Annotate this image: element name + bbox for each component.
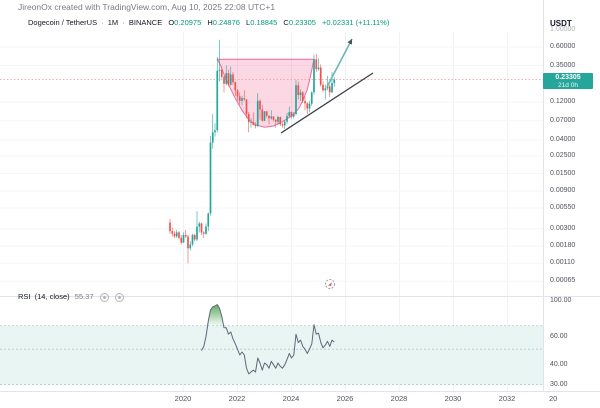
high-value: 0.24876: [212, 18, 240, 27]
eye-icon[interactable]: [99, 292, 109, 302]
bar-countdown: 21d 0h: [558, 82, 578, 89]
rsi-title[interactable]: RSI: [18, 292, 31, 301]
price-axis-label: 0.02500: [550, 152, 576, 159]
current-price-badge: 0.23305 21d 0h: [543, 73, 593, 89]
price-axis-label: 0.12000: [550, 98, 576, 105]
current-price-value: 0.23305: [555, 74, 581, 81]
price-axis-label: 0.35000: [550, 62, 576, 69]
rsi-axis-label: 60.00: [550, 333, 568, 340]
rsi-axis-label: 40.00: [550, 361, 568, 368]
year-label: 20: [549, 394, 558, 403]
close-label: C: [283, 18, 289, 27]
legend-separator: ·: [122, 18, 125, 27]
exchange-label[interactable]: BINANCE: [128, 18, 163, 27]
symbol-name[interactable]: Dogecoin / TetherUS: [28, 18, 98, 27]
year-label: 2020: [174, 394, 192, 403]
year-label: 2030: [444, 394, 462, 403]
price-axis-label: 0.07000: [550, 117, 576, 124]
rsi-legend: RSI (14, close) 55.37: [18, 292, 124, 302]
year-label: 2026: [336, 394, 354, 403]
price-axis-label: 1.00000: [550, 26, 576, 33]
change-value: +0.02331 (+11.11%): [322, 18, 390, 27]
price-axis-label: 0.60000: [550, 43, 576, 50]
rsi-params: (14, close): [34, 292, 70, 301]
price-axis-label: 0.00550: [550, 204, 576, 211]
year-label: 2028: [390, 394, 408, 403]
price-axis-label: 0.00065: [550, 277, 576, 284]
rsi-axis-label: 30.00: [550, 381, 568, 388]
legend-separator: ·: [101, 18, 104, 27]
price-scale[interactable]: USDT 1.00000 0.60000 0.35000 0.12000 0.0…: [543, 0, 600, 392]
price-axis-label: 0.00900: [550, 187, 576, 194]
year-label: 2032: [498, 394, 516, 403]
low-value: 0.18845: [250, 18, 278, 27]
price-axis-label: 0.00110: [550, 259, 575, 266]
year-label: 2022: [228, 394, 246, 403]
high-label: H: [207, 18, 213, 27]
interval-label[interactable]: 1M: [107, 18, 119, 27]
price-axis-label: 0.00180: [550, 242, 576, 249]
price-axis-label: 0.04000: [550, 136, 576, 143]
close-value: 0.23305: [288, 18, 316, 27]
more-icon[interactable]: [114, 292, 124, 302]
price-axis-label: 0.01500: [550, 170, 576, 177]
time-scale[interactable]: 2020 2022 2024 2026 2028 2030 2032 20: [0, 392, 600, 408]
price-axis-label: 0.00300: [550, 225, 576, 232]
low-label: L: [246, 18, 251, 27]
attribution-text: JireonOx created with TradingView.com, A…: [18, 2, 276, 12]
symbol-legend: Dogecoin / TetherUS · 1M · BINANCE O0.20…: [28, 18, 389, 27]
rsi-axis-label: 100.00: [550, 297, 572, 304]
open-value: 0.20975: [174, 18, 202, 27]
year-label: 2024: [282, 394, 300, 403]
axis-currency-label: USDT: [550, 19, 572, 28]
open-label: O: [168, 18, 175, 27]
rsi-value: 55.37: [74, 292, 94, 301]
